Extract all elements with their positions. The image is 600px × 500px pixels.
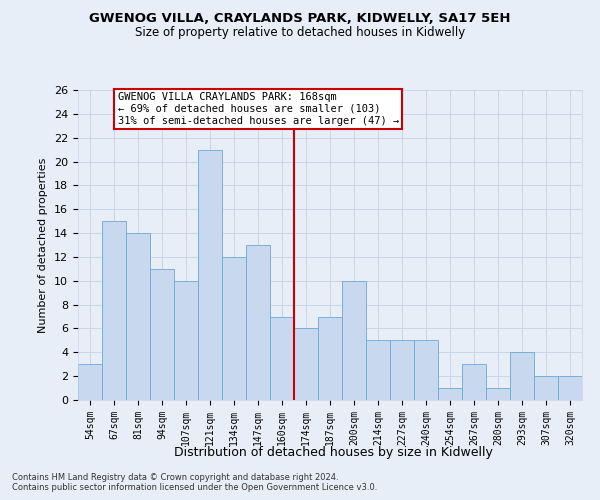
- Bar: [78, 364, 102, 400]
- Bar: [342, 281, 366, 400]
- Bar: [126, 233, 150, 400]
- Bar: [390, 340, 414, 400]
- Text: Contains HM Land Registry data © Crown copyright and database right 2024.: Contains HM Land Registry data © Crown c…: [12, 474, 338, 482]
- Text: Contains public sector information licensed under the Open Government Licence v3: Contains public sector information licen…: [12, 484, 377, 492]
- Bar: [222, 257, 246, 400]
- Bar: [438, 388, 462, 400]
- Bar: [102, 221, 126, 400]
- Bar: [462, 364, 486, 400]
- Bar: [558, 376, 582, 400]
- Bar: [318, 316, 342, 400]
- Bar: [150, 269, 174, 400]
- Text: Size of property relative to detached houses in Kidwelly: Size of property relative to detached ho…: [135, 26, 465, 39]
- Bar: [246, 245, 270, 400]
- Text: GWENOG VILLA CRAYLANDS PARK: 168sqm
← 69% of detached houses are smaller (103)
3: GWENOG VILLA CRAYLANDS PARK: 168sqm ← 69…: [118, 92, 399, 126]
- Bar: [294, 328, 318, 400]
- Bar: [486, 388, 510, 400]
- Text: Distribution of detached houses by size in Kidwelly: Distribution of detached houses by size …: [173, 446, 493, 459]
- Bar: [414, 340, 438, 400]
- Bar: [534, 376, 558, 400]
- Bar: [198, 150, 222, 400]
- Bar: [510, 352, 534, 400]
- Bar: [270, 316, 294, 400]
- Bar: [366, 340, 390, 400]
- Text: GWENOG VILLA, CRAYLANDS PARK, KIDWELLY, SA17 5EH: GWENOG VILLA, CRAYLANDS PARK, KIDWELLY, …: [89, 12, 511, 26]
- Bar: [174, 281, 198, 400]
- Y-axis label: Number of detached properties: Number of detached properties: [38, 158, 49, 332]
